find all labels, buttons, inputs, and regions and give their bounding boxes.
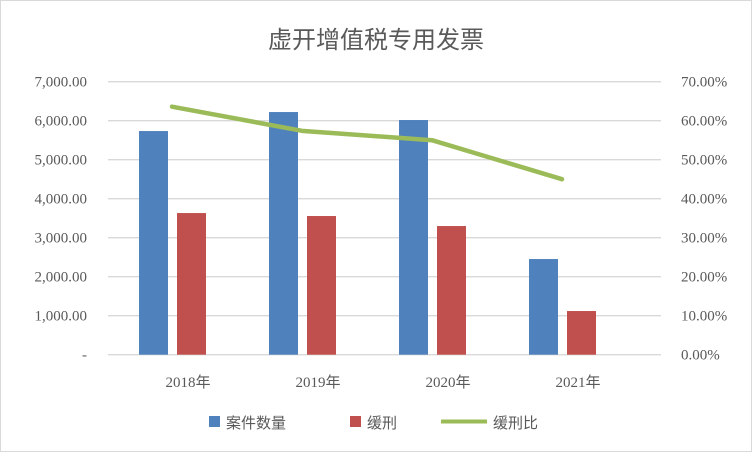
legend-swatch — [209, 416, 220, 427]
left-axis-tick-label: 1,000.00 — [35, 309, 88, 325]
left-axis-tick-label: 6,000.00 — [35, 114, 88, 130]
bar-缓刑-2019年 — [307, 216, 336, 355]
right-axis-tick-label: 60.00% — [681, 114, 727, 130]
bar-案件数量-2018年 — [139, 131, 168, 355]
legend-swatch — [350, 416, 361, 427]
legend-label: 案件数量 — [226, 414, 286, 432]
right-axis-tick-label: 50.00% — [681, 153, 727, 169]
right-axis-tick-label: 40.00% — [681, 192, 727, 208]
left-axis-tick-label: - — [82, 348, 87, 364]
x-axis-tick-label: 2020年 — [425, 374, 470, 391]
x-axis-tick-label: 2019年 — [295, 374, 340, 391]
left-axis-tick-label: 7,000.00 — [35, 75, 88, 91]
chart-title: 虚开增值税专用发票 — [268, 26, 484, 54]
legend-label: 缓刑 — [367, 414, 397, 432]
bar-案件数量-2020年 — [399, 120, 428, 355]
left-axis-tick-label: 2,000.00 — [35, 270, 88, 286]
line-缓刑比 — [172, 107, 562, 180]
right-axis-tick-label: 20.00% — [681, 270, 727, 286]
left-axis-tick-label: 3,000.00 — [35, 231, 88, 247]
left-axis-tick-label: 5,000.00 — [35, 153, 88, 169]
left-axis-tick-label: 4,000.00 — [35, 192, 88, 208]
x-axis-tick-label: 2018年 — [165, 374, 210, 391]
right-axis-tick-label: 10.00% — [681, 309, 727, 325]
bar-缓刑-2020年 — [437, 226, 466, 355]
right-axis-tick-label: 0.00% — [681, 348, 720, 364]
x-axis-tick-label: 2021年 — [555, 374, 600, 391]
right-axis-tick-label: 70.00% — [681, 75, 727, 91]
bar-案件数量-2019年 — [269, 112, 298, 355]
right-axis-tick-label: 30.00% — [681, 231, 727, 247]
bar-缓刑-2021年 — [567, 311, 596, 355]
bar-案件数量-2021年 — [529, 259, 558, 355]
legend-label: 缓刑比 — [493, 414, 538, 432]
bar-缓刑-2018年 — [177, 213, 206, 355]
